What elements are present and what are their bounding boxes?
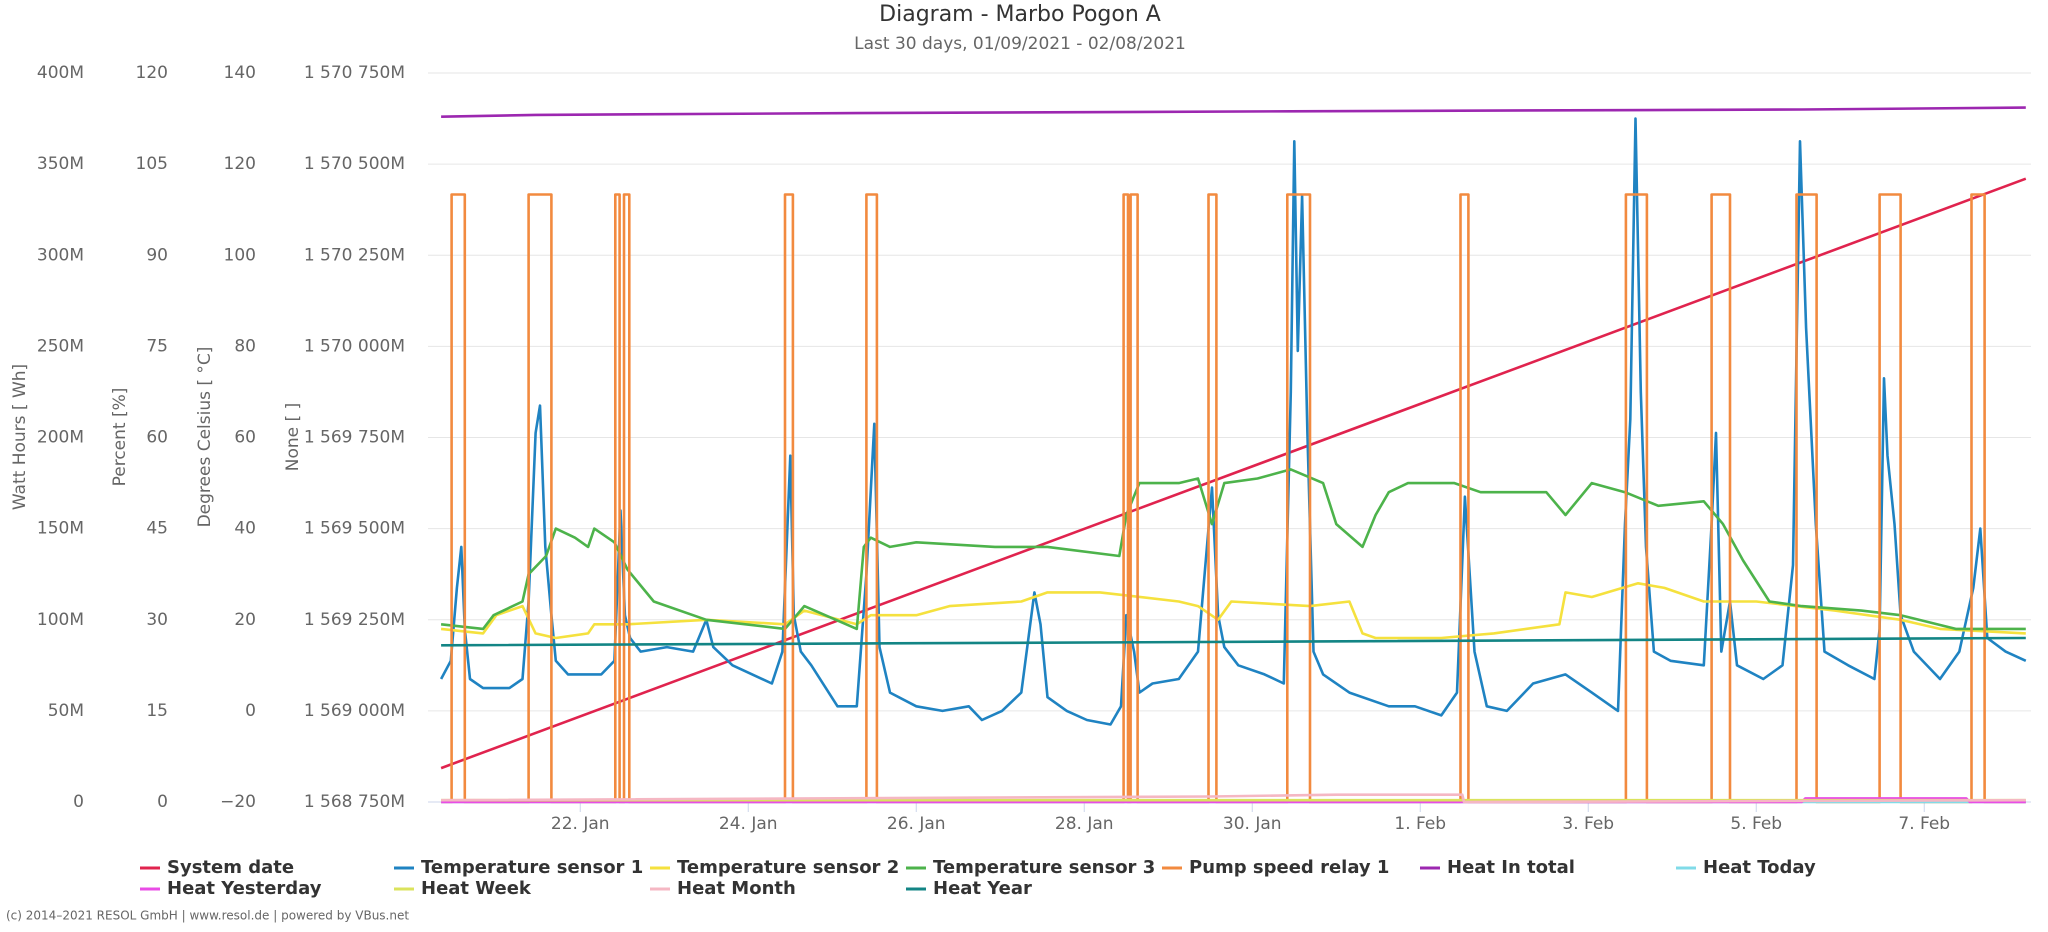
y-tick-label: 0 — [245, 701, 256, 721]
y-tick-label: 0 — [157, 792, 168, 812]
x-tick-label: 30. Jan — [1223, 814, 1282, 834]
y-tick-label: 150M — [37, 519, 84, 539]
y-tick-label: 1 569 250M — [304, 610, 405, 630]
legend-label: Heat In total — [1447, 857, 1575, 878]
y-tick-label: 75 — [146, 336, 168, 356]
x-tick-label: 7. Feb — [1898, 814, 1950, 834]
y-tick-label: 1 570 750M — [304, 63, 405, 83]
y-tick-label: 140 — [224, 63, 256, 83]
x-tick-label: 1. Feb — [1394, 814, 1446, 834]
footer: (c) 2014–2021 RESOL GmbH | www.resol.de … — [6, 909, 409, 923]
y-tick-label: 1 569 500M — [304, 519, 405, 539]
x-tick-label: 3. Feb — [1562, 814, 1614, 834]
series-line — [441, 106, 2026, 118]
y-tick-label: 1 570 250M — [304, 245, 405, 265]
legend-label: Pump speed relay 1 — [1189, 857, 1389, 878]
legend-label: Heat Week — [421, 878, 532, 899]
y-axis-title: None [ ] — [283, 403, 303, 471]
series-line — [441, 636, 2026, 647]
chart-title: Diagram - Marbo Pogon A — [879, 2, 1161, 27]
legend-label: Temperature sensor 1 — [421, 857, 643, 878]
y-axis-title: Degrees Celsius [ °C] — [195, 347, 215, 528]
legend-label: Temperature sensor 3 — [933, 857, 1155, 878]
y-tick-label: 350M — [37, 154, 84, 174]
series-line — [441, 793, 2026, 804]
y-tick-label: 0 — [73, 792, 84, 812]
y-tick-label: 1 569 000M — [304, 701, 405, 721]
y-tick-label: 120 — [136, 63, 168, 83]
legend-label: Heat Month — [677, 878, 796, 899]
y-tick-label: 20 — [234, 610, 256, 630]
y-tick-label: 45 — [146, 519, 168, 539]
y-tick-label: 1 570 000M — [304, 336, 405, 356]
y-tick-label: 120 — [224, 154, 256, 174]
y-tick-label: 1 568 750M — [304, 792, 405, 812]
y-tick-label: 400M — [37, 63, 84, 83]
y-axis-title: Percent [%] — [110, 388, 130, 487]
y-tick-label: 60 — [146, 428, 168, 448]
legend-label: System date — [167, 857, 294, 878]
x-tick-label: 26. Jan — [887, 814, 946, 834]
legend-label: Heat Yesterday — [167, 878, 322, 899]
x-tick-label: 24. Jan — [719, 814, 778, 834]
legend-label: Heat Today — [1703, 857, 1816, 878]
y-tick-label: 90 — [146, 245, 168, 265]
chart-subtitle: Last 30 days, 01/09/2021 - 02/08/2021 — [854, 34, 1186, 54]
y-tick-label: 40 — [234, 519, 256, 539]
x-tick-label: 5. Feb — [1730, 814, 1782, 834]
series-line — [440, 177, 2027, 770]
y-tick-label: 30 — [146, 610, 168, 630]
y-tick-label: 300M — [37, 245, 84, 265]
x-tick-label: 22. Jan — [551, 814, 610, 834]
legend-label: Heat Year — [933, 878, 1032, 899]
y-tick-label: −20 — [220, 792, 256, 812]
y-tick-label: 80 — [234, 336, 256, 356]
y-axis-title: Watt Hours [ Wh] — [10, 364, 30, 510]
y-tick-label: 100M — [37, 610, 84, 630]
y-tick-label: 1 569 750M — [304, 428, 405, 448]
y-tick-label: 105 — [136, 154, 168, 174]
y-tick-label: 1 570 500M — [304, 154, 405, 174]
x-tick-label: 28. Jan — [1055, 814, 1114, 834]
y-tick-label: 100 — [224, 245, 256, 265]
y-tick-label: 50M — [48, 701, 84, 721]
y-tick-label: 60 — [234, 428, 256, 448]
series-line — [439, 117, 2027, 726]
series-line — [440, 468, 2026, 631]
y-tick-label: 15 — [146, 701, 168, 721]
y-tick-label: 200M — [37, 428, 84, 448]
y-tick-label: 250M — [37, 336, 84, 356]
legend-label: Temperature sensor 2 — [677, 857, 899, 878]
